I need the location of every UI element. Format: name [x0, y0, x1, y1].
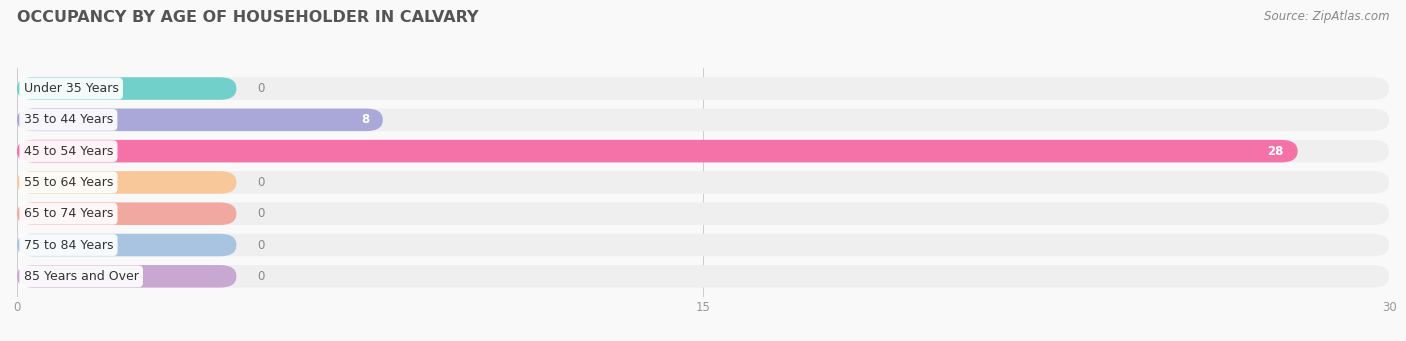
- Text: OCCUPANCY BY AGE OF HOUSEHOLDER IN CALVARY: OCCUPANCY BY AGE OF HOUSEHOLDER IN CALVA…: [17, 10, 478, 25]
- Text: 85 Years and Over: 85 Years and Over: [24, 270, 139, 283]
- FancyBboxPatch shape: [17, 171, 236, 194]
- Text: Source: ZipAtlas.com: Source: ZipAtlas.com: [1264, 10, 1389, 23]
- FancyBboxPatch shape: [17, 203, 236, 225]
- FancyBboxPatch shape: [17, 234, 1389, 256]
- Text: 0: 0: [257, 207, 264, 220]
- FancyBboxPatch shape: [17, 108, 382, 131]
- Text: 45 to 54 Years: 45 to 54 Years: [24, 145, 112, 158]
- Text: 8: 8: [361, 113, 370, 126]
- Text: 55 to 64 Years: 55 to 64 Years: [24, 176, 112, 189]
- FancyBboxPatch shape: [17, 265, 1389, 287]
- Text: 0: 0: [257, 176, 264, 189]
- FancyBboxPatch shape: [17, 203, 1389, 225]
- Text: 0: 0: [257, 239, 264, 252]
- FancyBboxPatch shape: [17, 77, 236, 100]
- FancyBboxPatch shape: [17, 108, 1389, 131]
- Text: 65 to 74 Years: 65 to 74 Years: [24, 207, 112, 220]
- FancyBboxPatch shape: [17, 171, 1389, 194]
- FancyBboxPatch shape: [17, 265, 236, 287]
- FancyBboxPatch shape: [17, 234, 236, 256]
- FancyBboxPatch shape: [17, 77, 1389, 100]
- Text: 0: 0: [257, 270, 264, 283]
- Text: 0: 0: [257, 82, 264, 95]
- Text: Under 35 Years: Under 35 Years: [24, 82, 118, 95]
- FancyBboxPatch shape: [17, 140, 1298, 162]
- FancyBboxPatch shape: [17, 140, 1389, 162]
- Text: 75 to 84 Years: 75 to 84 Years: [24, 239, 114, 252]
- Text: 35 to 44 Years: 35 to 44 Years: [24, 113, 112, 126]
- Text: 28: 28: [1268, 145, 1284, 158]
